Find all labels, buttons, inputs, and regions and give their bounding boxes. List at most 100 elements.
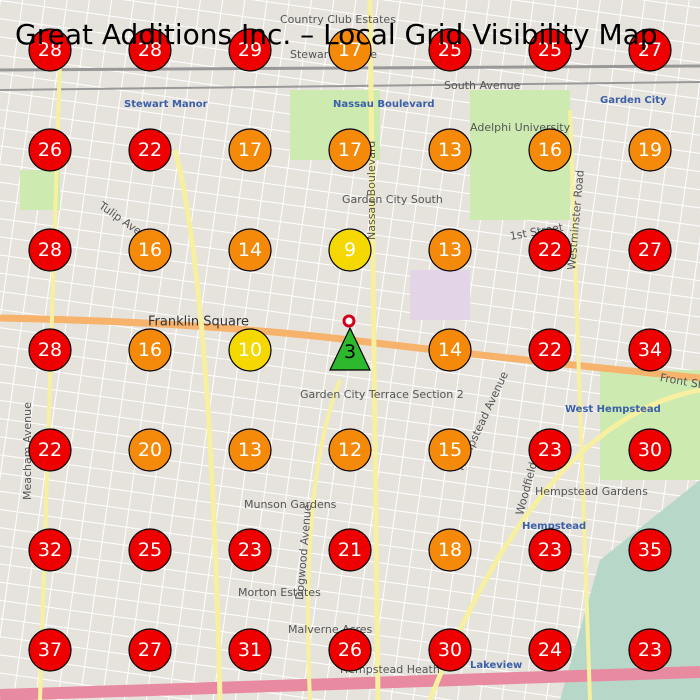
rank-label: 13	[438, 239, 462, 261]
rank-label: 28	[38, 339, 62, 361]
rank-marker	[328, 428, 372, 472]
rank-marker	[228, 128, 272, 172]
grid-cells: 28 28 29 17 25 25 27 26 22 17 17 13 16 19 28 16 14 9 13 22 2…	[28, 28, 672, 672]
rank-marker	[329, 326, 371, 371]
rank-label: 34	[638, 339, 662, 361]
rank-marker	[328, 28, 372, 72]
rank-marker	[228, 628, 272, 672]
location-pin	[342, 314, 356, 328]
rank-label: 16	[138, 239, 162, 261]
rank-label: 13	[438, 139, 462, 161]
place-label: Garden City	[600, 95, 667, 106]
rank-marker	[428, 28, 472, 72]
rank-label: 23	[538, 539, 562, 561]
place-label: Hempstead	[522, 521, 586, 532]
land-features	[20, 90, 700, 700]
place-label: Hempstead Gardens	[535, 485, 648, 498]
rank-marker	[528, 228, 572, 272]
rank-marker	[328, 128, 372, 172]
rank-label: 14	[238, 239, 262, 261]
rank-marker	[628, 28, 672, 72]
rank-marker	[528, 28, 572, 72]
rank-label: 15	[438, 439, 462, 461]
rank-marker	[628, 628, 672, 672]
rank-label: 30	[438, 639, 462, 661]
rank-marker	[128, 228, 172, 272]
place-label: Nassau Boulevard	[333, 99, 435, 110]
rank-label: 25	[538, 39, 562, 61]
rank-marker	[228, 328, 272, 372]
rank-label: 17	[338, 39, 362, 61]
rank-marker	[128, 628, 172, 672]
rank-marker	[228, 428, 272, 472]
rank-label: 19	[638, 139, 662, 161]
rank-marker	[128, 328, 172, 372]
place-label: Garden City Terrace Section 2	[300, 388, 464, 401]
rank-label: 23	[538, 439, 562, 461]
rank-label: 22	[538, 239, 562, 261]
rank-label: 26	[338, 639, 362, 661]
place-label: Nassau Boulevard	[365, 141, 378, 240]
rank-label: 37	[38, 639, 62, 661]
rank-label: 17	[338, 139, 362, 161]
rank-label: 30	[638, 439, 662, 461]
rank-marker	[228, 28, 272, 72]
place-label: Morton Estates	[238, 586, 321, 599]
rank-label: 12	[338, 439, 362, 461]
rank-marker	[428, 328, 472, 372]
rank-marker	[628, 328, 672, 372]
rank-label: 29	[238, 39, 262, 61]
rank-label: 14	[438, 339, 462, 361]
rank-marker	[328, 628, 372, 672]
rank-label: 21	[338, 539, 362, 561]
rank-marker	[28, 28, 72, 72]
rank-label: 16	[138, 339, 162, 361]
rank-label: 10	[238, 339, 262, 361]
rank-label: 25	[138, 539, 162, 561]
place-label: Munson Gardens	[244, 498, 337, 511]
rank-marker	[528, 628, 572, 672]
rank-label: 26	[38, 139, 62, 161]
rank-label: 18	[438, 539, 462, 561]
rank-marker	[528, 128, 572, 172]
place-label: Garden City South	[342, 193, 443, 206]
place-label: West Hempstead	[565, 404, 661, 415]
rank-label: 20	[138, 439, 162, 461]
rank-label: 23	[638, 639, 662, 661]
rank-label: 13	[238, 439, 262, 461]
rank-marker	[228, 228, 272, 272]
place-label: Hempstead Heath	[340, 663, 440, 676]
rank-label: 35	[638, 539, 662, 561]
rank-marker	[328, 228, 372, 272]
rank-marker	[128, 528, 172, 572]
rank-marker	[28, 128, 72, 172]
rank-marker	[428, 228, 472, 272]
rank-marker	[28, 528, 72, 572]
rank-label: 28	[138, 39, 162, 61]
rank-label: 22	[38, 439, 62, 461]
rank-label: 23	[238, 539, 262, 561]
rank-marker	[28, 228, 72, 272]
rank-marker	[228, 528, 272, 572]
rank-marker	[428, 428, 472, 472]
rank-label: 28	[38, 39, 62, 61]
rank-label: 22	[138, 139, 162, 161]
rank-label: 25	[438, 39, 462, 61]
rank-marker	[628, 528, 672, 572]
rank-marker	[528, 528, 572, 572]
place-label: Meacham Avenue	[21, 402, 34, 500]
rank-marker	[128, 128, 172, 172]
rank-label: 27	[638, 239, 662, 261]
rank-label: 24	[538, 639, 562, 661]
rank-marker	[428, 128, 472, 172]
rank-label: 28	[38, 239, 62, 261]
place-label: South Avenue	[444, 79, 521, 92]
rank-marker	[628, 228, 672, 272]
place-label: Country Club Estates	[280, 13, 396, 26]
rank-label: 17	[238, 139, 262, 161]
rank-marker	[628, 428, 672, 472]
rank-label: 27	[638, 39, 662, 61]
rank-marker	[528, 428, 572, 472]
rank-label: 16	[538, 139, 562, 161]
